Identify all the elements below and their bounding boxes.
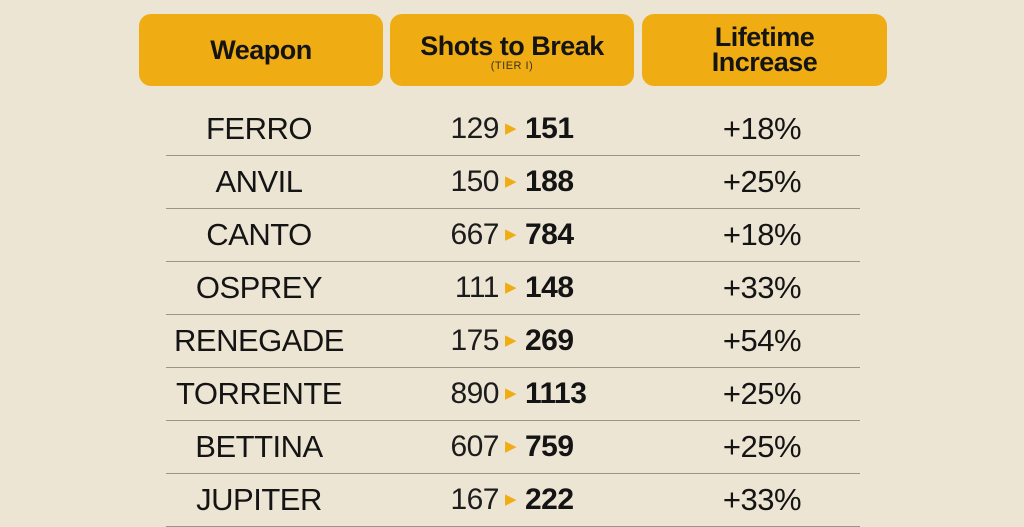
triangle-right-icon: ▶	[505, 491, 517, 508]
shots-before: 129	[450, 112, 499, 145]
triangle-right-icon: ▶	[505, 385, 517, 402]
shots-cell: 667 ▶ 784	[396, 209, 656, 261]
shots-before: 111	[454, 271, 500, 304]
triangle-right-icon: ▶	[505, 279, 517, 296]
triangle-right-icon: ▶	[505, 332, 517, 349]
weapon-name: TORRENTE	[176, 376, 342, 411]
shots-after: 784	[525, 218, 574, 251]
triangle-right-icon: ▶	[505, 120, 517, 137]
shots-after: 269	[525, 324, 574, 357]
shots-cell: 890 ▶ 1113	[396, 368, 656, 420]
header-lifetime-line2: Increase	[711, 47, 818, 77]
shots-before: 150	[450, 165, 499, 198]
header-shots-to-break: Shots to Break (TIER I)	[390, 14, 634, 86]
shots-after: 222	[525, 483, 574, 516]
header-lifetime-increase: Lifetime Increase	[642, 14, 887, 86]
header-shots-label: Shots to Break	[420, 31, 604, 61]
shots-before: 607	[450, 430, 499, 463]
lifetime-increase: +18%	[722, 111, 802, 146]
table-row: ANVIL 150 ▶ 188 +25%	[166, 156, 860, 209]
header-weapon: Weapon	[139, 14, 383, 86]
table-row: BETTINA 607 ▶ 759 +25%	[166, 421, 860, 474]
shots-after: 151	[525, 112, 574, 145]
table-row: JUPITER 167 ▶ 222 +33%	[166, 474, 860, 527]
shots-after: 759	[525, 430, 574, 463]
weapon-name: OSPREY	[195, 270, 323, 305]
shots-before: 667	[450, 218, 499, 251]
lifetime-increase: +25%	[722, 376, 802, 411]
lifetime-increase: +25%	[722, 164, 802, 199]
shots-cell: 129 ▶ 151	[396, 103, 656, 155]
shots-after: 148	[525, 271, 574, 304]
shots-cell: 175 ▶ 269	[396, 315, 656, 367]
weapon-name: JUPITER	[196, 482, 322, 517]
header-shots-sublabel: (TIER I)	[490, 60, 534, 72]
lifetime-increase: +54%	[722, 323, 802, 358]
shots-before: 175	[450, 324, 499, 357]
header-lifetime-line1: Lifetime	[714, 22, 815, 52]
table-row: RENEGADE 175 ▶ 269 +54%	[166, 315, 860, 368]
table-row: TORRENTE 890 ▶ 1113 +25%	[166, 368, 860, 421]
lifetime-increase: +18%	[722, 217, 802, 252]
table-row: FERRO 129 ▶ 151 +18%	[166, 103, 860, 156]
lifetime-increase: +25%	[722, 429, 802, 464]
table-header: Weapon Shots to Break (TIER I) Lifetime …	[139, 14, 887, 86]
lifetime-increase: +33%	[722, 482, 802, 517]
shots-after: 188	[525, 165, 574, 198]
table-body: FERRO 129 ▶ 151 +18% ANVIL 150 ▶ 188 +25…	[166, 103, 860, 527]
table-row: OSPREY 111 ▶ 148 +33%	[166, 262, 860, 315]
shots-after: 1113	[525, 377, 587, 410]
weapon-name: FERRO	[206, 111, 313, 146]
weapon-name: CANTO	[206, 217, 312, 252]
triangle-right-icon: ▶	[505, 438, 517, 455]
weapon-name: ANVIL	[215, 164, 303, 199]
shots-cell: 111 ▶ 148	[396, 262, 656, 314]
weapon-name: RENEGADE	[174, 323, 344, 358]
weapon-durability-table: Weapon Shots to Break (TIER I) Lifetime …	[139, 14, 887, 527]
triangle-right-icon: ▶	[505, 173, 517, 190]
triangle-right-icon: ▶	[505, 226, 517, 243]
weapon-name: BETTINA	[195, 429, 323, 464]
lifetime-increase: +33%	[722, 270, 802, 305]
table-row: CANTO 667 ▶ 784 +18%	[166, 209, 860, 262]
shots-before: 890	[450, 377, 499, 410]
shots-before: 167	[450, 483, 499, 516]
shots-cell: 150 ▶ 188	[396, 156, 656, 208]
shots-cell: 167 ▶ 222	[396, 474, 656, 526]
shots-cell: 607 ▶ 759	[396, 421, 656, 473]
header-weapon-label: Weapon	[210, 34, 312, 65]
